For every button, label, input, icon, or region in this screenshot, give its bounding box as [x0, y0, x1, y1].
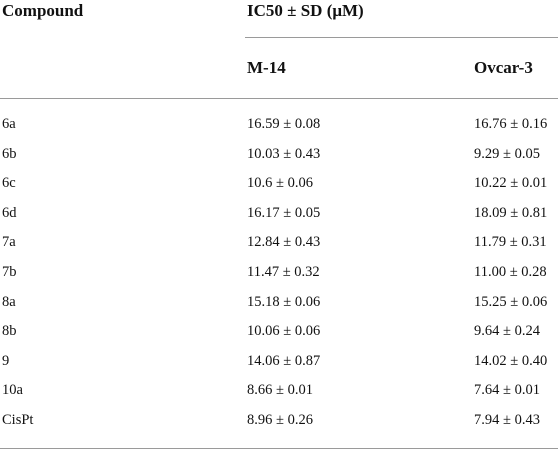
value-cell: 9.64 ± 0.24 — [474, 323, 540, 340]
value-cell: 18.09 ± 0.81 — [474, 204, 548, 221]
compound-cell: CisPt — [2, 412, 34, 428]
compound-cell: 6b — [2, 145, 17, 162]
value-cell: 10.6 ± 0.06 — [247, 175, 313, 192]
compound-cell: 9 — [2, 352, 10, 369]
compound-cell: 8b — [2, 323, 17, 340]
value-cell: 10.22 ± 0.01 — [474, 175, 548, 192]
header-rule — [0, 98, 558, 99]
value-cell: 10.03 ± 0.43 — [247, 145, 321, 162]
header-group: IC50 ± SD (μM) — [247, 1, 364, 20]
header-compound: Compound — [2, 1, 84, 20]
value-cell: 7.64 ± 0.01 — [474, 382, 540, 399]
compound-cell: 6c — [2, 175, 16, 192]
compound-cell: 6a — [2, 116, 16, 132]
header-column: Ovcar-3 — [474, 58, 533, 77]
compound-cell: 7a — [2, 234, 16, 251]
value-cell: 8.96 ± 0.26 — [247, 412, 313, 428]
value-cell: 15.25 ± 0.06 — [474, 293, 548, 310]
value-cell: 11.47 ± 0.32 — [247, 264, 320, 280]
value-cell: 11.79 ± 0.31 — [474, 234, 547, 251]
value-cell: 10.06 ± 0.06 — [247, 323, 321, 340]
bottom-rule — [0, 448, 558, 449]
value-cell: 12.84 ± 0.43 — [247, 234, 321, 251]
value-cell: 11.00 ± 0.28 — [474, 264, 547, 280]
value-cell: 14.06 ± 0.87 — [247, 352, 321, 369]
value-cell: 14.02 ± 0.40 — [474, 352, 548, 369]
compound-cell: 8a — [2, 293, 16, 310]
compound-cell: 10a — [2, 382, 23, 399]
header-column: M-14 — [247, 58, 286, 77]
compound-cell: 6d — [2, 204, 17, 221]
value-cell: 16.76 ± 0.16 — [474, 116, 548, 132]
compound-cell: 7b — [2, 264, 17, 280]
value-cell: 16.59 ± 0.08 — [247, 116, 321, 132]
value-cell: 9.29 ± 0.05 — [474, 145, 540, 162]
value-cell: 8.66 ± 0.01 — [247, 382, 313, 399]
value-cell: 16.17 ± 0.05 — [247, 204, 321, 221]
value-cell: 15.18 ± 0.06 — [247, 293, 321, 310]
group-rule — [245, 37, 558, 38]
value-cell: 7.94 ± 0.43 — [474, 412, 540, 428]
